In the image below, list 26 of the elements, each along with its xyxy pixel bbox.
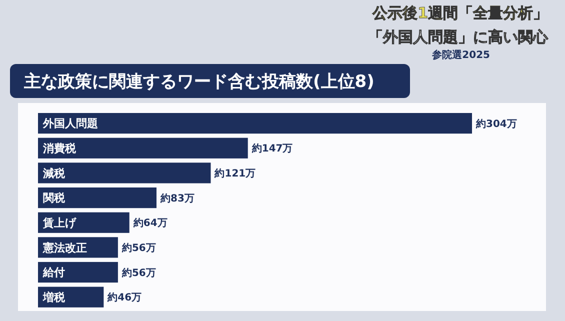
data-label: 約121万 — [214, 167, 256, 180]
data-label: 約56万 — [120, 242, 156, 254]
y-tick-label: 消費税 — [42, 142, 77, 155]
bar — [38, 187, 156, 208]
y-tick-label: 増税 — [42, 290, 66, 304]
data-label: 約64万 — [132, 217, 168, 230]
data-label: 約46万 — [106, 292, 142, 304]
data-label: 約304万 — [475, 118, 517, 130]
y-tick-label: 憲法改正 — [42, 241, 87, 254]
bar — [38, 262, 118, 283]
chart-title: 主な政策に関連するワード含む投稿数(上位8) — [23, 72, 374, 92]
y-tick-label: 減税 — [42, 166, 66, 180]
text: 「外国人問題」に高い関心 — [368, 28, 549, 46]
y-tick-label: 関税 — [43, 192, 66, 205]
y-tick-label: 賃上げ — [42, 216, 77, 230]
y-tick-label: 給付 — [42, 266, 65, 280]
bar — [38, 113, 472, 134]
bar — [38, 212, 130, 233]
data-label: 約83万 — [159, 192, 194, 204]
text: 参院選2025 — [431, 49, 490, 61]
y-tick-label: 外国人問題 — [42, 117, 98, 130]
bar — [38, 162, 211, 184]
data-label: 約56万 — [120, 266, 156, 279]
text: 公示後1週間「全量分析」 — [372, 4, 548, 22]
bar — [38, 138, 248, 158]
data-label: 約147万 — [250, 142, 293, 155]
